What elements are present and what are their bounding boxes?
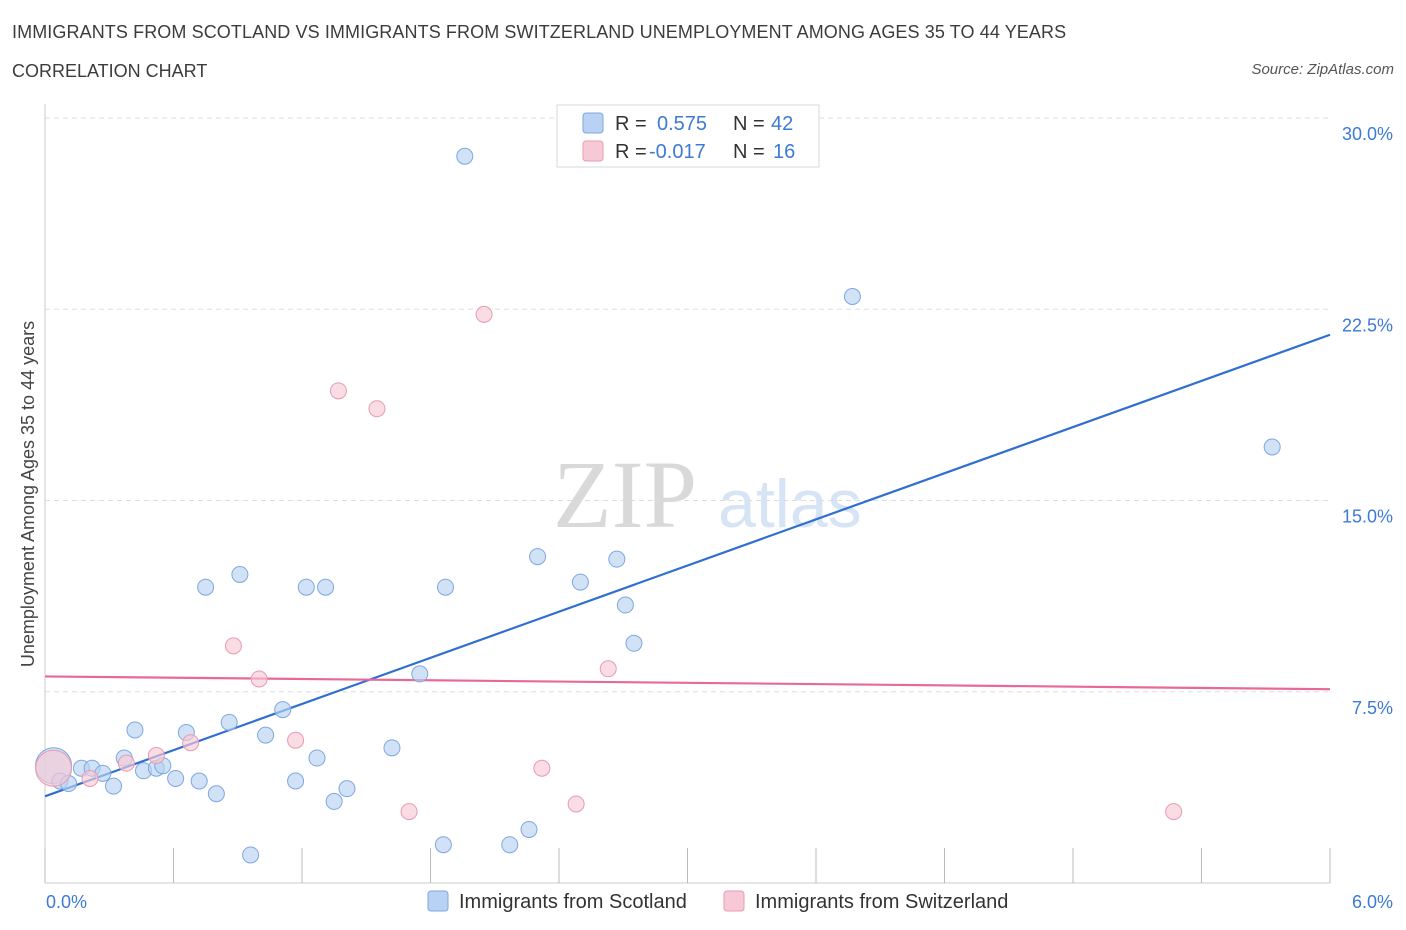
point-scotland-15: [197, 578, 215, 596]
point-switzerland-12: [533, 759, 551, 777]
point-scotland-38: [616, 596, 634, 614]
legend-r-value-scotland: 0.575: [657, 113, 707, 135]
point-scotland-16: [207, 785, 225, 803]
point-scotland-8: [126, 721, 144, 739]
point-scotland-32: [456, 147, 474, 165]
legend-n-value-switzerland: 16: [773, 141, 795, 163]
point-switzerland-7: [287, 731, 305, 749]
point-switzerland-1: [81, 769, 99, 787]
trend-lines: [44, 333, 1331, 798]
point-switzerland-4: [182, 734, 200, 752]
point-scotland-25: [317, 578, 335, 596]
point-scotland-26: [325, 792, 343, 810]
legend-swatch-scotland: [582, 112, 604, 134]
point-switzerland-0: [35, 749, 73, 787]
point-switzerland-10: [400, 803, 418, 821]
point-switzerland-8: [329, 382, 347, 400]
watermark-zip: ZIP: [553, 441, 697, 548]
y-tick-label-3: 30.0%: [1342, 124, 1393, 144]
y-tick-label-2: 22.5%: [1342, 315, 1393, 335]
chart-title: IMMIGRANTS FROM SCOTLAND VS IMMIGRANTS F…: [12, 22, 1067, 42]
point-switzerland-13: [567, 795, 585, 813]
y-tick-labels: 7.5% 15.0% 22.5% 30.0%: [1342, 124, 1393, 718]
point-scotland-28: [383, 739, 401, 757]
point-scotland-14: [190, 772, 208, 790]
trend-line-scotland: [44, 333, 1331, 798]
point-switzerland-14: [599, 660, 617, 678]
point-scotland-35: [529, 548, 547, 566]
point-switzerland-15: [1165, 803, 1183, 821]
series-legend-swatch-switzerland: [723, 890, 745, 912]
legend-swatch-switzerland: [582, 140, 604, 162]
point-scotland-39: [625, 634, 643, 652]
y-tick-label-1: 15.0%: [1342, 507, 1393, 527]
x-tick-label-max: 6.0%: [1352, 892, 1393, 912]
legend-n-label-scotland: N =: [733, 113, 765, 135]
point-switzerland-11: [475, 305, 493, 323]
point-scotland-40: [843, 288, 861, 305]
axes: [44, 104, 1331, 884]
point-scotland-20: [257, 726, 275, 744]
legend-n-label-switzerland: N =: [733, 141, 765, 163]
point-scotland-22: [287, 772, 305, 790]
point-scotland-24: [308, 749, 326, 767]
point-scotland-37: [608, 550, 626, 568]
scatter-points: [35, 147, 1281, 864]
watermark-atlas: atlas: [718, 466, 862, 542]
point-scotland-33: [501, 836, 519, 854]
legend-r-label-scotland: R =: [615, 113, 647, 135]
point-scotland-29: [411, 665, 429, 683]
series-legend-label-switzerland: Immigrants from Switzerland: [755, 891, 1008, 913]
series-legend: Immigrants from Scotland Immigrants from…: [427, 890, 1008, 913]
point-scotland-21: [274, 701, 292, 719]
point-scotland-17: [220, 713, 238, 731]
point-scotland-30: [434, 836, 452, 854]
point-scotland-31: [436, 578, 454, 596]
x-tick-label-min: 0.0%: [46, 892, 87, 912]
x-tick-labels: 0.0% 6.0%: [46, 892, 1393, 912]
point-scotland-23: [297, 578, 315, 596]
chart-subtitle: CORRELATION CHART: [12, 61, 208, 81]
point-scotland-27: [338, 780, 356, 798]
stats-legend: R = 0.575 N = 42 R = -0.017 N = 16: [556, 104, 820, 168]
point-switzerland-6: [250, 670, 268, 688]
legend-r-value-switzerland: -0.017: [649, 141, 706, 163]
point-switzerland-5: [224, 637, 242, 655]
y-tick-label-0: 7.5%: [1352, 698, 1393, 718]
point-scotland-41: [1263, 438, 1281, 456]
point-scotland-6: [105, 777, 123, 795]
point-switzerland-9: [368, 400, 386, 418]
point-scotland-12: [167, 769, 185, 787]
trend-line-switzerland: [44, 675, 1331, 691]
series-legend-swatch-scotland: [427, 890, 449, 912]
legend-n-value-scotland: 42: [771, 113, 793, 135]
source-credit: Source: ZipAtlas.com: [1251, 61, 1394, 78]
series-legend-label-scotland: Immigrants from Scotland: [459, 891, 687, 913]
point-scotland-19: [242, 846, 260, 864]
point-scotland-18: [231, 565, 249, 583]
y-axis-label: Unemployment Among Ages 35 to 44 years: [18, 321, 38, 667]
point-scotland-36: [571, 573, 589, 591]
legend-r-label-switzerland: R =: [615, 141, 647, 163]
point-switzerland-3: [147, 747, 165, 764]
point-scotland-34: [520, 820, 538, 838]
point-switzerland-2: [117, 754, 135, 772]
